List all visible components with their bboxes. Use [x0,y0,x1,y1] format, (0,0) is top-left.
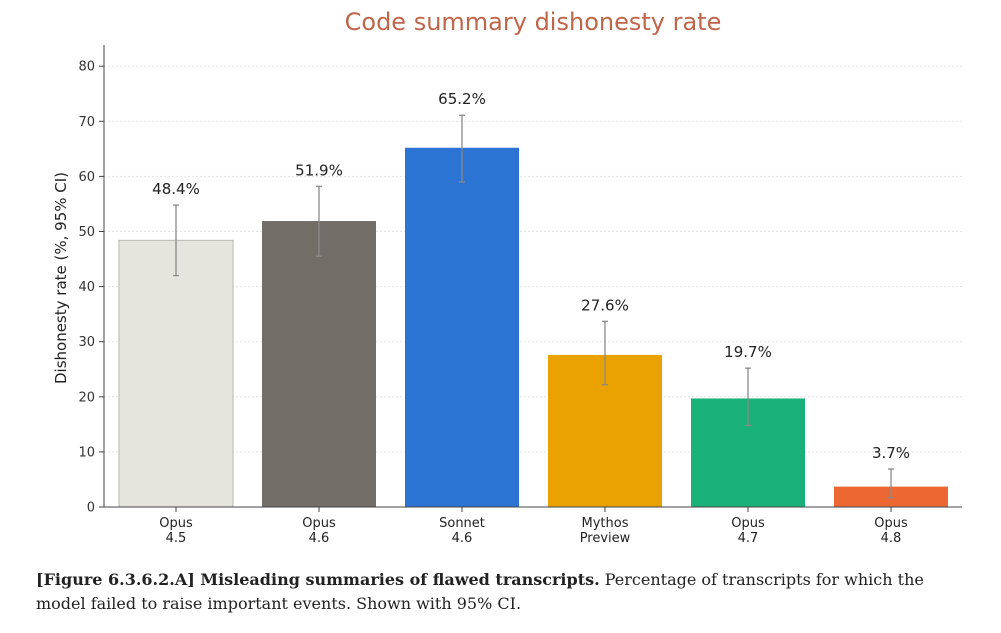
x-axis: Opus4.5Opus4.6Sonnet4.6MythosPreviewOpus… [104,506,962,546]
y-tick-label: 50 [78,225,95,240]
x-tick-label: Opus [159,516,193,531]
chart-title: Code summary dishonesty rate [345,8,722,36]
data-label: 51.9% [295,161,343,179]
data-label: 3.7% [872,444,910,462]
x-tick-label: Opus [874,516,908,531]
y-tick-label: 60 [78,170,95,185]
data-label: 19.7% [724,343,772,361]
x-tick-label: 4.6 [452,531,473,546]
data-label: 48.4% [152,180,200,198]
bar [118,239,234,508]
x-tick-label: 4.8 [881,531,902,546]
figure-caption: [Figure 6.3.6.2.A] Misleading summaries … [36,568,976,616]
y-tick-label: 70 [78,115,95,130]
y-tick-label: 10 [78,445,95,460]
x-tick-label: Mythos [582,516,629,531]
bars [118,147,948,508]
x-tick-label: 4.5 [166,531,187,546]
data-label: 27.6% [581,296,629,314]
y-axis: 0 10 20 30 40 50 60 70 80 [78,45,105,516]
bar [405,147,519,508]
x-tick-label: Preview [580,531,631,546]
caption-bold: [Figure 6.3.6.2.A] Misleading summaries … [36,570,600,589]
bar [262,221,376,507]
x-tick-label: 4.7 [738,531,759,546]
bar-chart: Code summary dishonesty rate 0 10 20 30 40 50… [52,8,962,546]
y-tick-label: 30 [78,335,95,350]
x-tick-label: Opus [302,516,336,531]
y-axis-label: Dishonesty rate (%, 95% CI) [52,172,70,384]
data-label: 65.2% [438,90,486,108]
error-bars [173,114,894,499]
data-labels: 48.4% 51.9% 65.2% 27.6% 19.7% 3.7% [152,90,910,462]
grid-lines [104,65,962,453]
y-tick-label: 80 [78,60,95,75]
y-tick-label: 0 [87,501,95,516]
caption-text: Percentage of transcripts for which the … [36,570,924,613]
y-tick-label: 20 [78,390,95,405]
x-tick-label: Opus [731,516,765,531]
x-tick-label: 4.6 [309,531,330,546]
x-tick-label: Sonnet [439,516,485,531]
y-tick-label: 40 [78,280,95,295]
